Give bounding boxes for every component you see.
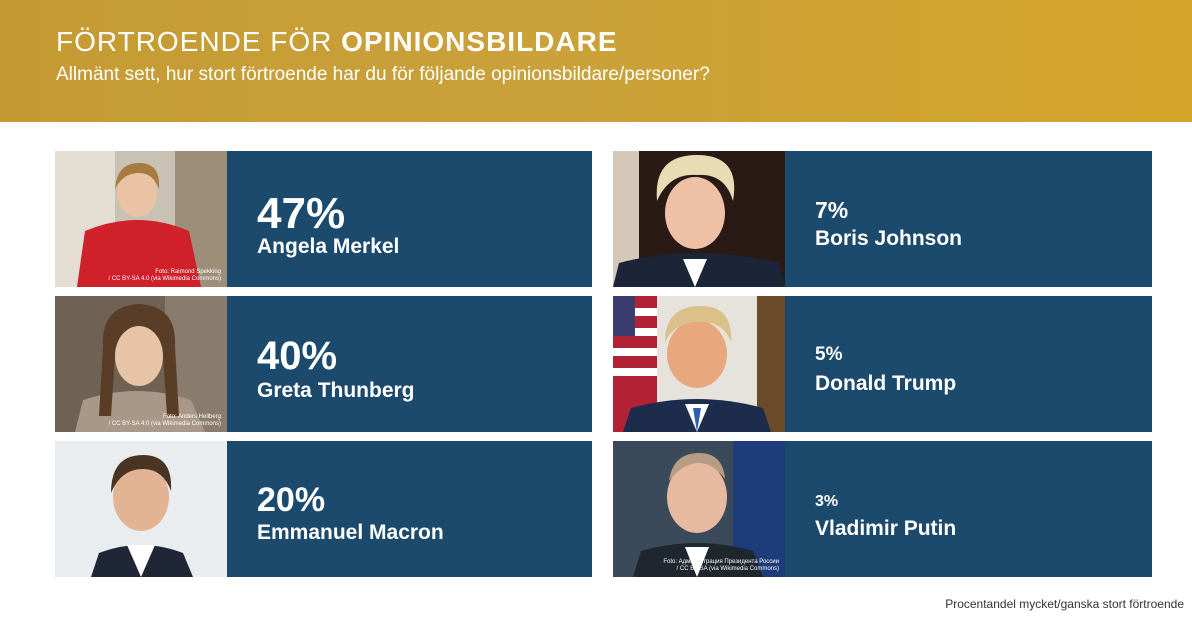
percentage-label: 47% — [257, 189, 346, 238]
percentage-label: 3% — [815, 493, 839, 510]
percentage-label: 7% — [815, 197, 849, 223]
card-boris-johnson: 7% Boris Johnson — [613, 151, 1152, 287]
photo-boris-johnson — [613, 151, 785, 287]
card-donald-trump: 5% Donald Trump — [613, 296, 1152, 432]
photo-credit: Foto: Raimond Spekking / CC BY-SA 4.0 (vi… — [108, 269, 221, 282]
card-emmanuel-macron: 20% Emmanuel Macron — [55, 441, 592, 577]
percentage-label: 5% — [815, 344, 843, 365]
photo-credit: Foto: Администрация Президента России / C… — [663, 559, 779, 572]
person-name: Greta Thunberg — [257, 379, 415, 402]
person-name: Angela Merkel — [257, 235, 400, 258]
photo-emmanuel-macron — [55, 441, 227, 577]
card-greta-thunberg: Foto: Anders Hellberg / CC BY-SA 4.0 (via… — [55, 296, 592, 432]
person-name: Emmanuel Macron — [257, 521, 444, 544]
photo-donald-trump — [613, 296, 785, 432]
person-name: Vladimir Putin — [815, 517, 957, 540]
footnote: Procentandel mycket/ganska stort förtroe… — [945, 597, 1184, 611]
percentage-label: 40% — [257, 334, 338, 378]
title-bold: OPINIONSBILDARE — [341, 26, 618, 57]
header-banner — [0, 0, 1192, 122]
person-name: Donald Trump — [815, 372, 957, 395]
title-light: FÖRTROENDE FÖR — [56, 26, 342, 57]
photo-credit: Foto: Anders Hellberg / CC BY-SA 4.0 (via… — [108, 414, 221, 427]
page-title: FÖRTROENDE FÖR OPINIONSBILDARE — [56, 26, 618, 58]
card-angela-merkel: Foto: Raimond Spekking / CC BY-SA 4.0 (vi… — [55, 151, 592, 287]
page-subtitle: Allmänt sett, hur stort förtroende har d… — [56, 64, 710, 85]
person-name: Boris Johnson — [815, 227, 963, 250]
photo-vladimir-putin: Foto: Администрация Президента России / C… — [613, 441, 785, 577]
photo-angela-merkel: Foto: Raimond Spekking / CC BY-SA 4.0 (vi… — [55, 151, 227, 287]
card-vladimir-putin: Foto: Администрация Президента России / C… — [613, 441, 1152, 577]
percentage-label: 20% — [257, 481, 326, 519]
photo-greta-thunberg: Foto: Anders Hellberg / CC BY-SA 4.0 (via… — [55, 296, 227, 432]
